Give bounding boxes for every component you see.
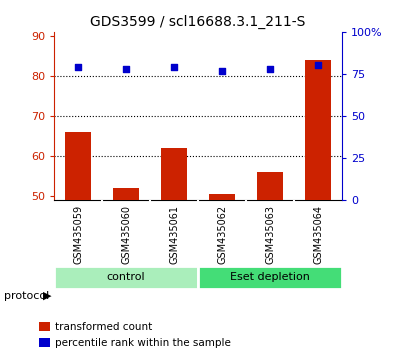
Point xyxy=(75,64,81,70)
Text: protocol: protocol xyxy=(4,291,49,301)
Text: GSM435061: GSM435061 xyxy=(169,205,179,264)
Text: control: control xyxy=(107,272,145,282)
Title: GDS3599 / scl16688.3.1_211-S: GDS3599 / scl16688.3.1_211-S xyxy=(90,15,306,29)
Point xyxy=(267,66,273,72)
Bar xyxy=(209,194,235,200)
Bar xyxy=(39,322,50,331)
Bar xyxy=(39,338,50,347)
Point xyxy=(171,64,177,70)
Bar xyxy=(257,172,283,200)
Text: percentile rank within the sample: percentile rank within the sample xyxy=(56,338,231,348)
Text: ▶: ▶ xyxy=(43,291,52,301)
Text: transformed count: transformed count xyxy=(56,322,153,332)
Point xyxy=(315,63,321,68)
Text: GSM435059: GSM435059 xyxy=(73,205,83,264)
Text: GSM435060: GSM435060 xyxy=(121,205,131,264)
Text: GSM435063: GSM435063 xyxy=(265,205,275,264)
Text: GSM435064: GSM435064 xyxy=(313,205,323,264)
Point xyxy=(123,66,129,72)
Point xyxy=(219,68,225,73)
Text: Eset depletion: Eset depletion xyxy=(230,272,310,282)
Bar xyxy=(113,188,139,200)
Bar xyxy=(161,148,187,200)
Bar xyxy=(65,132,91,200)
Bar xyxy=(198,266,342,289)
Bar xyxy=(54,266,198,289)
Bar xyxy=(305,60,331,200)
Text: GSM435062: GSM435062 xyxy=(217,205,227,264)
